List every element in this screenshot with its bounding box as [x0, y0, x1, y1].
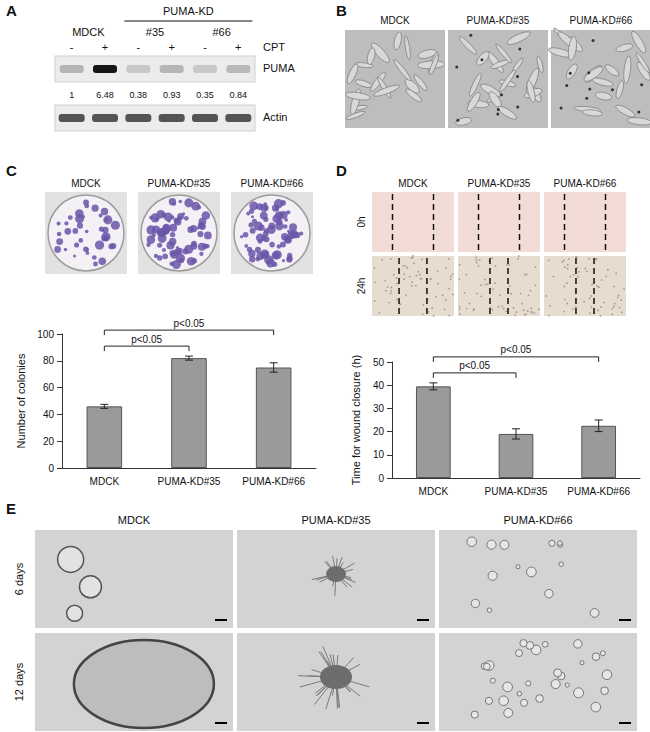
svg-text:100: 100: [37, 329, 54, 340]
svg-text:PUMA-KD#66: PUMA-KD#66: [241, 178, 304, 189]
svg-text:0: 0: [48, 463, 54, 474]
svg-text:+: +: [168, 41, 174, 53]
svg-text:PUMA-KD#35: PUMA-KD#35: [467, 15, 530, 26]
svg-text:#66: #66: [212, 26, 230, 38]
svg-text:E: E: [6, 500, 16, 517]
svg-text:#35: #35: [146, 26, 164, 38]
svg-text:p<0.05: p<0.05: [131, 334, 162, 345]
svg-text:Time for wound closure (h): Time for wound closure (h): [350, 355, 362, 485]
svg-text:1: 1: [69, 90, 74, 100]
svg-text:PUMA-KD#66: PUMA-KD#66: [570, 15, 633, 26]
svg-text:10: 10: [373, 449, 385, 460]
svg-text:12 days: 12 days: [13, 662, 25, 701]
svg-text:Actin: Actin: [263, 111, 287, 123]
svg-text:6 days: 6 days: [13, 562, 25, 595]
svg-text:0h: 0h: [356, 216, 367, 227]
svg-text:Number of colonies: Number of colonies: [15, 353, 27, 448]
svg-text:0: 0: [378, 473, 384, 484]
svg-text:0.93: 0.93: [163, 90, 181, 100]
svg-text:p<0.05: p<0.05: [501, 344, 532, 355]
svg-text:60: 60: [43, 382, 55, 393]
svg-text:20: 20: [373, 426, 385, 437]
svg-text:50: 50: [373, 357, 385, 368]
svg-text:6.48: 6.48: [96, 90, 114, 100]
svg-text:PUMA-KD#35: PUMA-KD#35: [468, 178, 531, 189]
svg-text:40: 40: [43, 409, 55, 420]
svg-text:A: A: [6, 2, 17, 19]
svg-text:0.38: 0.38: [130, 90, 148, 100]
svg-text:p<0.05: p<0.05: [459, 360, 490, 371]
svg-text:PUMA-KD#66: PUMA-KD#66: [242, 476, 305, 487]
svg-text:20: 20: [43, 436, 55, 447]
svg-text:MDCK: MDCK: [419, 486, 449, 497]
svg-text:-: -: [136, 41, 140, 53]
svg-text:40: 40: [373, 380, 385, 391]
svg-text:-: -: [70, 41, 74, 53]
svg-text:MDCK: MDCK: [380, 15, 410, 26]
svg-text:80: 80: [43, 355, 55, 366]
svg-text:MDCK: MDCK: [71, 178, 101, 189]
svg-text:+: +: [235, 41, 241, 53]
svg-text:PUMA-KD#35: PUMA-KD#35: [485, 486, 548, 497]
svg-text:PUMA-KD#66: PUMA-KD#66: [554, 178, 617, 189]
svg-text:0.35: 0.35: [196, 90, 214, 100]
svg-text:p<0.05: p<0.05: [174, 318, 205, 329]
svg-text:-: -: [203, 41, 207, 53]
svg-text:30: 30: [373, 403, 385, 414]
svg-text:+: +: [102, 41, 108, 53]
svg-text:D: D: [336, 162, 347, 179]
svg-text:MDCK: MDCK: [90, 476, 120, 487]
svg-text:MDCK: MDCK: [72, 26, 105, 38]
svg-text:PUMA-KD#66: PUMA-KD#66: [503, 514, 572, 526]
svg-text:MDCK: MDCK: [398, 178, 428, 189]
svg-text:24h: 24h: [356, 278, 367, 295]
svg-text:PUMA-KD#66: PUMA-KD#66: [567, 486, 630, 497]
svg-text:CPT: CPT: [263, 41, 285, 53]
svg-text:PUMA-KD#35: PUMA-KD#35: [301, 514, 370, 526]
svg-text:PUMA-KD: PUMA-KD: [163, 5, 214, 17]
svg-text:MDCK: MDCK: [118, 514, 151, 526]
svg-text:B: B: [336, 2, 347, 19]
svg-text:0.84: 0.84: [230, 90, 248, 100]
svg-text:C: C: [6, 162, 17, 179]
svg-text:PUMA-KD#35: PUMA-KD#35: [158, 476, 221, 487]
svg-text:PUMA: PUMA: [263, 62, 295, 74]
svg-text:PUMA-KD#35: PUMA-KD#35: [148, 178, 211, 189]
